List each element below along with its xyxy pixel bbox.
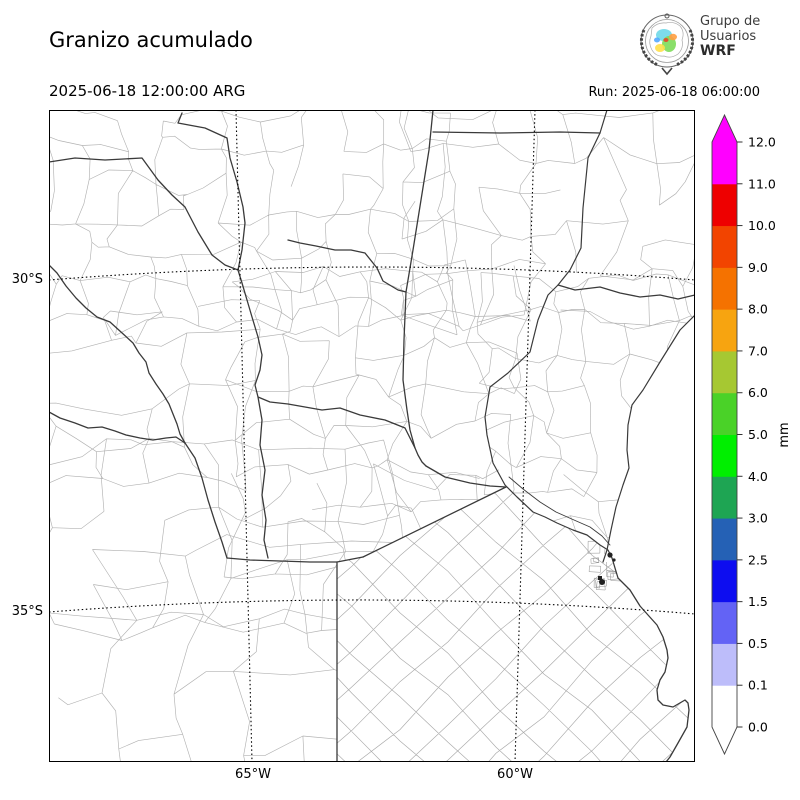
department-mesh-region xyxy=(399,110,695,332)
border-sanjuan-larioja xyxy=(49,264,186,444)
gridline-35s xyxy=(49,599,695,615)
colorbar-segment xyxy=(712,518,737,561)
logo-line-2: Usuarios xyxy=(700,29,757,44)
colorbar-tick-label: 2.5 xyxy=(748,552,768,567)
lon-label-60w: 60°W xyxy=(497,767,533,782)
border-sanluis-west xyxy=(184,442,228,559)
border-corrientes-entrerios xyxy=(557,284,695,300)
colorbar-segment xyxy=(712,183,737,227)
border-santiago-cordoba xyxy=(287,239,407,293)
colorbar-tick-label: 7.0 xyxy=(748,343,768,358)
colorbar-tick-label: 10.0 xyxy=(748,218,776,233)
department-mesh-region xyxy=(49,438,405,641)
colorbar-over-arrow xyxy=(712,115,737,142)
colorbar-tick-label: 12.0 xyxy=(748,135,776,150)
map-panel xyxy=(49,110,695,762)
colorbar-tick-label: 5.0 xyxy=(748,427,768,442)
colorbar-tick-label: 1.5 xyxy=(748,594,768,609)
colorbar-tick-label: 6.0 xyxy=(748,385,768,400)
border-cordoba-sanluis xyxy=(257,396,269,559)
border-catamarca-cordoba xyxy=(237,269,416,449)
river-parana-upper xyxy=(599,110,608,134)
logo-line-1: Grupo de xyxy=(700,14,761,29)
logo-line-3: WRF xyxy=(700,43,736,59)
colorbar-segment xyxy=(712,350,737,394)
lat-label-30s: 30°S xyxy=(11,272,43,287)
colorbar: 0.0 0.1 0.5 1.5 2.5 3.0 4.0 5.0 6.0 7.0 8.0 9.0 10.0… xyxy=(710,113,800,773)
gridline-30s xyxy=(49,266,695,281)
department-mesh-region xyxy=(225,259,531,520)
border-mendoza-sanjuan xyxy=(49,411,186,444)
logo-seal-icon xyxy=(639,13,695,76)
colorbar-segment xyxy=(712,392,737,435)
rio-de-la-plata-water xyxy=(603,315,695,762)
run-time-label: Run: 2025-06-18 06:00:00 xyxy=(588,85,760,100)
argentina-map xyxy=(49,110,695,762)
lat-label-35s: 35°S xyxy=(11,604,43,619)
map-frame xyxy=(49,110,695,762)
colorbar-segment xyxy=(712,476,737,519)
colorbar-tick-label: 11.0 xyxy=(748,176,776,191)
colorbar-svg: 0.0 0.1 0.5 1.5 2.5 3.0 4.0 5.0 6.0 7.0 8.0 9.0 10.0… xyxy=(711,113,792,756)
colorbar-segment xyxy=(712,559,737,603)
colorbar-tick-label: 8.0 xyxy=(748,302,768,317)
border-santa-fe-north xyxy=(432,131,601,134)
colorbar-tick-label: 4.0 xyxy=(748,469,768,484)
colorbar-segment xyxy=(712,309,737,352)
border-tucuman-south xyxy=(49,157,239,271)
logo-text: Grupo de Usuarios WRF xyxy=(700,14,760,59)
colorbar-tick-label: 3.0 xyxy=(748,511,768,526)
border-salta-santiago xyxy=(177,112,246,271)
colorbar-under-arrow xyxy=(712,727,737,754)
colorbar-segment xyxy=(712,601,737,644)
river-parana xyxy=(484,132,601,486)
colorbar-units-label: mm xyxy=(777,422,792,447)
border-lapampa-north xyxy=(226,557,338,563)
wrf-users-group-logo: Grupo de Usuarios WRF xyxy=(638,10,798,76)
border-cordoba-buenosaires xyxy=(362,486,507,558)
valid-time-label: 2025-06-18 12:00:00 ARG xyxy=(49,82,246,100)
lon-label-65w: 65°W xyxy=(235,767,271,782)
colorbar-segment xyxy=(712,267,737,310)
buenos-aires-province-fill xyxy=(337,487,689,762)
page-title: Granizo acumulado xyxy=(49,28,253,52)
colorbar-tick-label: 0.5 xyxy=(748,636,768,651)
colorbar-segment xyxy=(712,643,737,686)
river-uruguay xyxy=(602,314,695,563)
border-santa-fe-west xyxy=(402,110,434,467)
colorbar-tick-label: 0.0 xyxy=(748,720,768,735)
colorbar-tick-label: 9.0 xyxy=(748,260,768,275)
river-parana-delta-north xyxy=(508,476,611,546)
colorbar-segment xyxy=(712,685,737,728)
river-parana-delta-south xyxy=(504,484,613,559)
ba-lattice-lines xyxy=(337,487,689,762)
colorbar-segment xyxy=(712,434,737,477)
colorbar-segment xyxy=(712,225,737,268)
colorbar-tick-label: 0.1 xyxy=(748,678,768,693)
graticule xyxy=(49,110,695,762)
border-santa-fe-south xyxy=(425,465,507,488)
city-marks xyxy=(598,552,616,585)
buenos-aires-department-lattice xyxy=(337,487,689,762)
colorbar-segment xyxy=(712,142,737,185)
